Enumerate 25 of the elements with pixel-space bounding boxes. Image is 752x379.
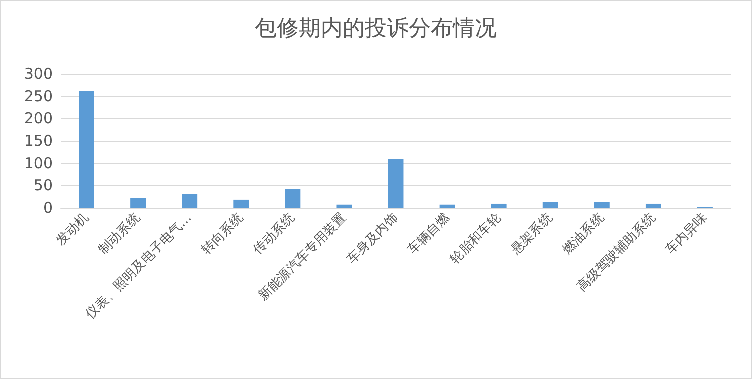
x-tick-label: 转向系统	[199, 210, 247, 258]
bar	[646, 204, 662, 208]
bar	[130, 198, 146, 208]
x-tick-label: 发动机	[54, 210, 92, 249]
bar	[491, 204, 507, 208]
bar	[542, 202, 558, 208]
y-tick-label: 100	[24, 154, 53, 172]
bar	[388, 159, 404, 208]
x-tick-label: 车内异味	[663, 210, 711, 258]
bar	[594, 202, 610, 208]
y-tick-label: 250	[24, 87, 53, 106]
chart-title: 包修期内的投诉分布情况	[255, 16, 497, 42]
y-tick-label: 200	[24, 110, 53, 128]
x-tick-label: 车身及内饰	[344, 210, 402, 268]
y-tick-label: 300	[24, 65, 53, 83]
y-tick-label: 50	[34, 176, 53, 195]
bar	[182, 194, 198, 208]
bar	[234, 200, 250, 208]
x-tick-label: 悬架系统	[508, 210, 556, 259]
y-tick-label: 0	[43, 199, 53, 217]
bar	[336, 204, 352, 208]
bar	[440, 204, 456, 208]
bar	[79, 91, 94, 208]
bar	[285, 189, 301, 208]
y-tick-label: 150	[24, 132, 53, 150]
